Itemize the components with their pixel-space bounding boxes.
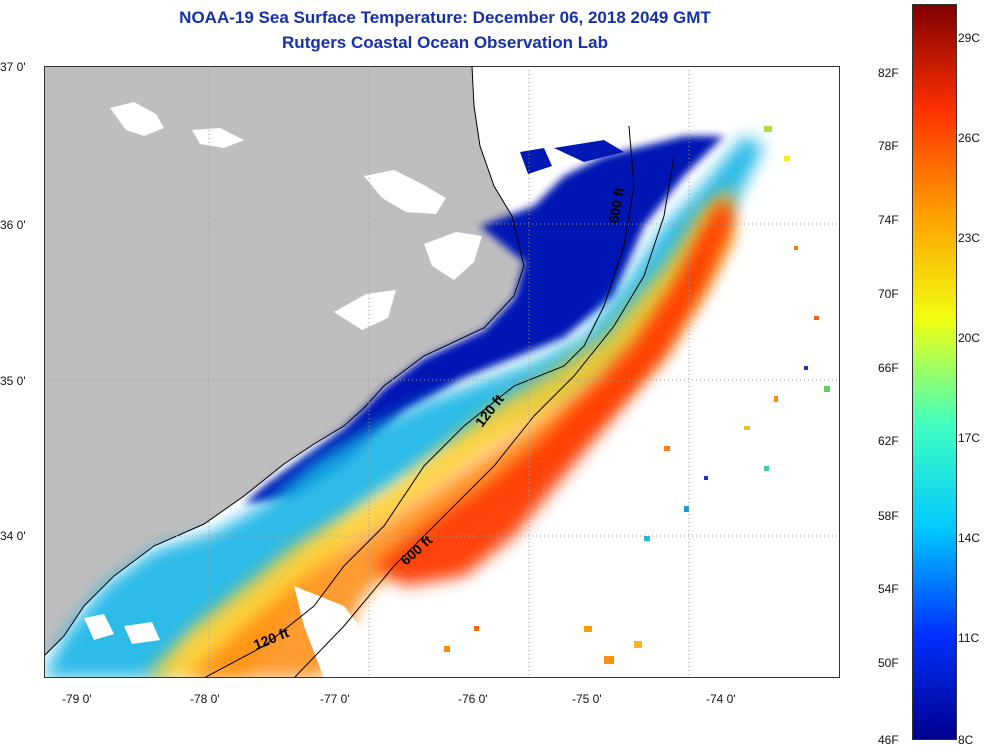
colorbar-label-f: 74F: [878, 213, 899, 227]
lat-label: 35 0': [0, 374, 26, 388]
lon-label: -77 0': [320, 692, 350, 706]
isobath-120: [203, 125, 635, 678]
map-title: NOAA-19 Sea Surface Temperature: Decembe…: [179, 8, 711, 27]
cloud-gap: [294, 586, 374, 678]
offshore-pixels: [444, 126, 830, 664]
map-frame: [44, 66, 840, 678]
sst-warm-band: [184, 206, 734, 678]
land-mass: [44, 66, 524, 656]
colorbar-label-f: 82F: [878, 66, 899, 80]
sst-cold-band: [244, 136, 724, 504]
colorbar-label-c: 11C: [958, 631, 980, 645]
colorbar-label-c: 20C: [958, 331, 981, 345]
lat-label: 36 0': [0, 218, 26, 232]
colorbar-label-c: 26C: [958, 131, 981, 145]
colorbar-label-c: 14C: [958, 531, 981, 545]
cloud-gap: [124, 622, 160, 644]
colorbar-label-f: 70F: [878, 287, 899, 301]
sst-cold-band: [554, 140, 624, 162]
inland-water: [110, 102, 164, 136]
sst-warm-band: [144, 186, 734, 678]
inland-water: [334, 290, 396, 330]
inland-water: [424, 232, 482, 280]
colorbar-label-c: 29C: [958, 31, 981, 45]
sst-cold-band: [520, 148, 552, 174]
colorbar-label-c: 23C: [958, 231, 981, 245]
lat-label: 34 0': [0, 529, 26, 543]
inland-water: [364, 170, 446, 214]
isobath-label: 600 ft: [605, 185, 627, 224]
colorbar-label-f: 58F: [878, 509, 899, 523]
colorbar-label-f: 66F: [878, 361, 899, 375]
lon-label: -75 0': [572, 692, 602, 706]
inland-water: [192, 128, 244, 148]
lon-label: -74 0': [706, 692, 736, 706]
colorbar-label-f: 62F: [878, 434, 899, 448]
cloud-gap: [84, 614, 114, 640]
isobath-600: [293, 155, 675, 678]
temperature-colorbar: [912, 4, 957, 740]
lon-label: -76 0': [458, 692, 488, 706]
colorbar-label-f: 54F: [878, 582, 899, 596]
colorbar-label-f: 78F: [878, 139, 899, 153]
colorbar-label-f: 50F: [878, 656, 899, 670]
lat-label: 37 0': [0, 60, 26, 74]
lon-label: -79 0': [62, 692, 92, 706]
coastline: [44, 66, 525, 657]
sst-cool-band: [44, 136, 764, 678]
map-subtitle: Rutgers Coastal Ocean Observation Lab: [282, 33, 608, 52]
graticule: [44, 66, 840, 678]
gulf-stream-core: [374, 196, 734, 586]
colorbar-label-c: 8C: [958, 733, 974, 747]
colorbar-label-c: 17C: [958, 431, 981, 445]
lon-label: -78 0': [190, 692, 220, 706]
sst-map: 120 ft 600 ft 120 ft 600 ft: [44, 66, 840, 678]
colorbar-label-f: 46F: [878, 733, 899, 747]
